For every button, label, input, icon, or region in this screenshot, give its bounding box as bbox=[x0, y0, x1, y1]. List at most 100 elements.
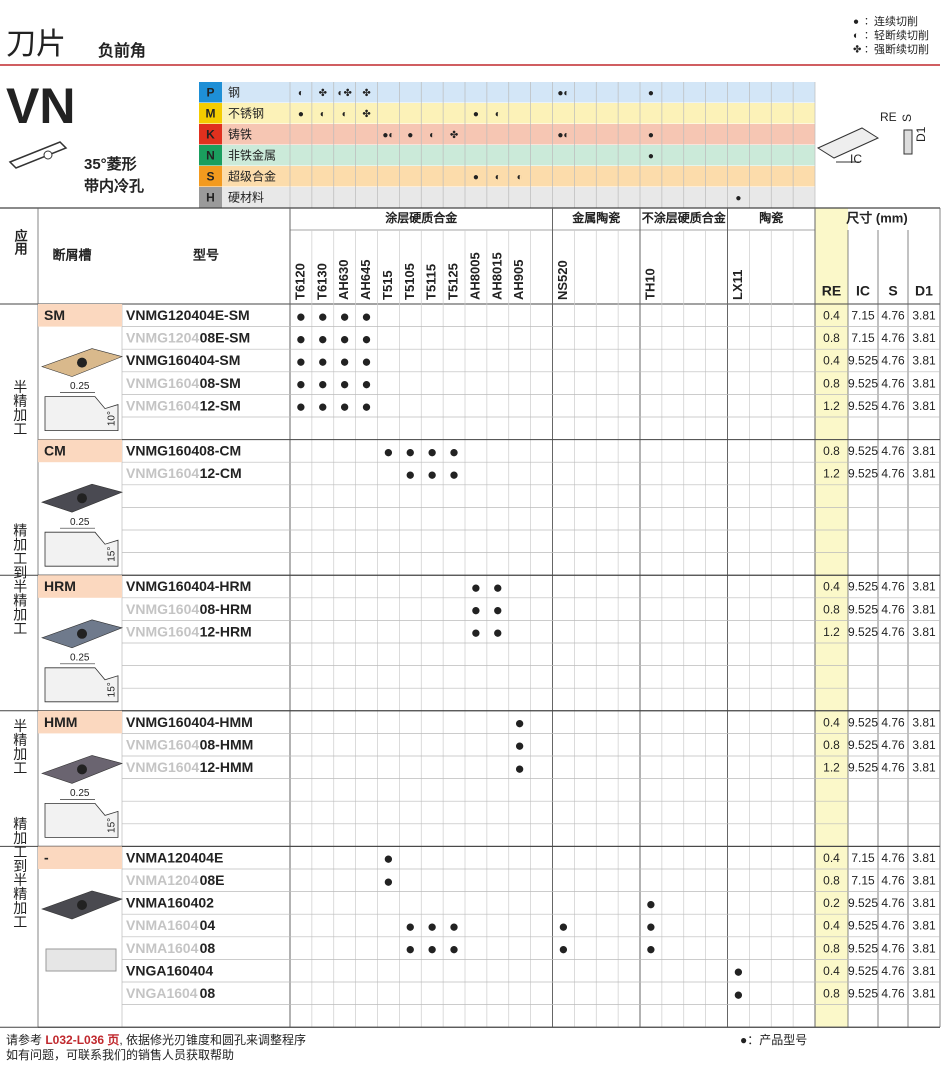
material-code-box bbox=[199, 166, 222, 187]
dimension: 0.8 bbox=[823, 331, 840, 345]
model-prefix: VNMG1604 bbox=[126, 465, 199, 481]
insert-side-view bbox=[45, 948, 117, 972]
material-code-box bbox=[199, 145, 222, 166]
availability-dot: ● bbox=[318, 397, 328, 416]
dimension: 3.81 bbox=[912, 602, 936, 616]
breaker-cell bbox=[38, 710, 122, 734]
dimension: 7.15 bbox=[851, 873, 875, 887]
diagram-label: D1 bbox=[914, 126, 928, 142]
model-prefix: VNMG1604 bbox=[126, 736, 199, 752]
dimension: 3.81 bbox=[912, 625, 936, 639]
breaker-cell bbox=[38, 575, 122, 598]
grade-group: 金属陶瓷 bbox=[571, 210, 620, 225]
availability-dot: ● bbox=[340, 329, 350, 348]
legend-symbol: ◐ bbox=[853, 31, 859, 42]
model-suffix: 04 bbox=[200, 917, 216, 933]
grade-group: 涂层硬质合金 bbox=[385, 210, 458, 225]
availability-dot: ● bbox=[340, 307, 350, 326]
availability-dot: ● bbox=[361, 307, 371, 326]
availability-dot: ● bbox=[493, 623, 503, 642]
material-row bbox=[222, 145, 815, 166]
legend-symbol: ● bbox=[853, 17, 859, 28]
legend-colon: ： bbox=[864, 31, 874, 42]
model-prefix: VNMA1604 bbox=[126, 940, 199, 956]
insert-hole bbox=[77, 628, 87, 639]
material-code: P bbox=[206, 86, 214, 100]
model-prefix: VNMG1604 bbox=[126, 601, 199, 617]
grade-name: T515 bbox=[380, 270, 395, 300]
chip-profile bbox=[44, 531, 119, 567]
dimension: 4.76 bbox=[881, 580, 905, 594]
header-application: 应用 bbox=[13, 228, 29, 256]
dimension: 9.525 bbox=[848, 919, 878, 933]
availability-dot: ● bbox=[296, 329, 306, 348]
model: VNMA120404E bbox=[126, 849, 223, 865]
dimension: 3.81 bbox=[912, 376, 936, 390]
breaker-cell bbox=[38, 304, 122, 327]
availability-dot: ● bbox=[733, 985, 743, 1004]
dimension: 9.525 bbox=[848, 354, 878, 368]
dimension: 4.76 bbox=[881, 467, 905, 481]
model-prefix: VNMG1604 bbox=[126, 623, 199, 639]
model-suffix: 12-HMM bbox=[200, 759, 254, 775]
availability-dot: ● bbox=[318, 307, 328, 326]
availability-dot: ● bbox=[449, 442, 459, 461]
grade-name: AH905 bbox=[511, 260, 526, 300]
dimension: 3.81 bbox=[912, 873, 936, 887]
availability-dot: ● bbox=[515, 759, 525, 778]
insert-hole-icon bbox=[43, 150, 53, 160]
material-row bbox=[222, 124, 815, 145]
dimension: 0.4 bbox=[823, 715, 840, 729]
profile-angle: 15° bbox=[107, 547, 118, 562]
dimension: 3.81 bbox=[912, 964, 936, 978]
diagram-insert bbox=[816, 127, 880, 159]
material-suitability: ✤ bbox=[450, 130, 458, 141]
availability-dot: ● bbox=[449, 940, 459, 959]
legend-label: 连续切削 bbox=[874, 14, 918, 28]
material-suitability: ◐ bbox=[517, 172, 523, 183]
chip-profile bbox=[44, 396, 119, 431]
material-suitability: ◐✤ bbox=[337, 88, 351, 99]
model: VNGA160404 bbox=[126, 962, 213, 978]
model-suffix: 12-CM bbox=[200, 465, 242, 481]
application: 半精加工 bbox=[12, 719, 28, 775]
availability-dot: ● bbox=[558, 917, 568, 936]
dimension: 4.76 bbox=[881, 851, 905, 865]
dimension: 0.4 bbox=[823, 580, 840, 594]
dimension: 3.81 bbox=[912, 331, 936, 345]
dimension: 0.8 bbox=[823, 602, 840, 616]
grade-name: TH10 bbox=[642, 268, 657, 300]
material-suitability: ● bbox=[298, 109, 304, 120]
material-suitability: ✤ bbox=[319, 88, 327, 99]
grade-name: T5115 bbox=[424, 264, 439, 300]
dimension: 3.81 bbox=[912, 467, 936, 481]
material-suitability: ● bbox=[648, 88, 654, 99]
dimension: 9.525 bbox=[848, 399, 878, 413]
model-suffix: 08E bbox=[200, 872, 225, 888]
model: VNMA160402 bbox=[126, 895, 214, 911]
dimension: 3.81 bbox=[912, 399, 936, 413]
footer-note-part: 请参考 bbox=[6, 1032, 45, 1047]
chip-profile bbox=[44, 803, 119, 838]
grade-name: AH8015 bbox=[489, 252, 504, 300]
material-code: N bbox=[206, 149, 215, 163]
dimension: 4.76 bbox=[881, 986, 905, 1000]
availability-dot: ● bbox=[318, 329, 328, 348]
material-name: 超级合金 bbox=[228, 169, 276, 184]
footer-note-part: L032-L036 页 bbox=[45, 1033, 119, 1047]
availability-dot: ● bbox=[427, 442, 437, 461]
availability-dot: ● bbox=[340, 375, 350, 394]
dimension: 0.8 bbox=[823, 986, 840, 1000]
model-suffix: 12-HRM bbox=[200, 623, 252, 639]
dimension: 9.525 bbox=[848, 580, 878, 594]
availability-dot: ● bbox=[427, 465, 437, 484]
dimension: 3.81 bbox=[912, 851, 936, 865]
material-name: 钢 bbox=[228, 86, 240, 100]
profile-width: 0.25 bbox=[70, 381, 90, 392]
model-prefix: VNMG1604 bbox=[126, 375, 199, 391]
material-code: S bbox=[206, 170, 214, 184]
dimension: 0.4 bbox=[823, 964, 840, 978]
profile-angle: 10° bbox=[107, 411, 118, 426]
dimension: 4.76 bbox=[881, 896, 905, 910]
availability-dot: ● bbox=[383, 442, 393, 461]
